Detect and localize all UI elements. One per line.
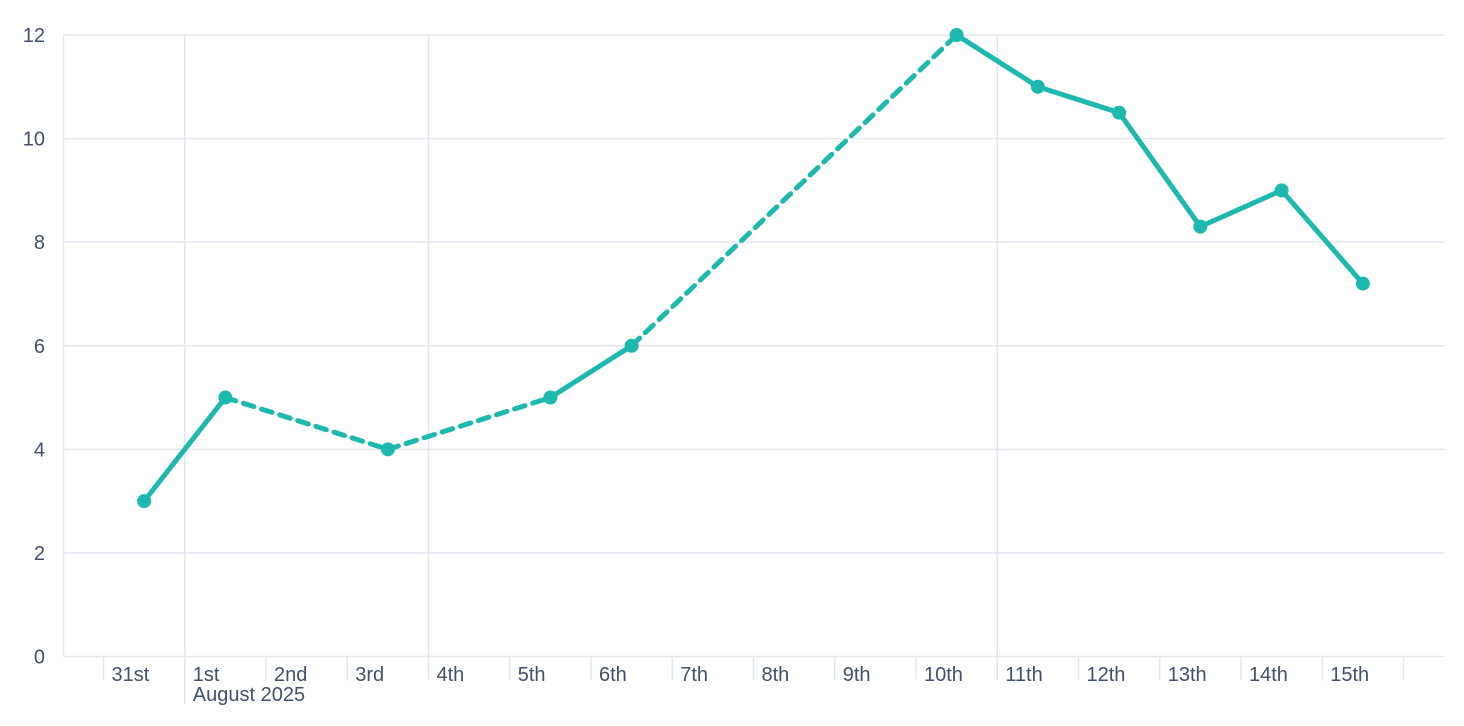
y-tick-label: 12: [23, 25, 45, 47]
data-point-marker[interactable]: [543, 390, 558, 405]
x-tick-label: 9th: [843, 664, 871, 686]
data-point-marker[interactable]: [1193, 219, 1208, 234]
y-tick-label: 6: [34, 336, 45, 358]
x-tick-label: 10th: [924, 664, 963, 686]
data-point-marker[interactable]: [1030, 79, 1045, 94]
data-point-marker[interactable]: [1355, 276, 1370, 291]
series-segment-dashed: [385, 395, 553, 452]
x-tick-label: 11th: [1005, 664, 1042, 686]
x-tick-label: 14th: [1249, 664, 1288, 686]
x-tick-label: 7th: [680, 664, 708, 686]
x-tick-label: 2nd: [274, 664, 307, 686]
x-axis-month-label: August 2025: [193, 684, 305, 706]
series-segment-solid: [1279, 187, 1366, 287]
series-segment-solid: [547, 343, 635, 401]
x-tick-label: 1st: [193, 664, 220, 686]
x-tick-label: 8th: [762, 664, 790, 686]
x-tick-label: 6th: [599, 664, 627, 686]
x-tick-label: 31st: [112, 664, 150, 686]
y-tick-label: 2: [34, 543, 45, 565]
x-tick-label: 5th: [518, 664, 546, 686]
series-segment-solid: [1197, 187, 1285, 230]
x-tick-label: 13th: [1168, 664, 1207, 686]
series-segment-solid: [1116, 110, 1203, 230]
data-point-marker[interactable]: [1274, 183, 1289, 198]
y-tick-label: 8: [34, 232, 45, 254]
x-tick-label: 4th: [437, 664, 465, 686]
series-segment-solid: [954, 32, 1041, 90]
data-point-marker[interactable]: [1112, 105, 1127, 120]
data-point-marker[interactable]: [137, 494, 152, 509]
data-point-marker[interactable]: [949, 28, 964, 42]
series-segment-dashed: [222, 395, 391, 452]
y-tick-label: 10: [23, 129, 45, 151]
y-tick-label: 4: [34, 439, 45, 461]
x-tick-label: 15th: [1330, 664, 1369, 686]
series-segment-dashed: [629, 32, 960, 349]
series-segment-solid: [141, 395, 228, 504]
x-tick-label: 12th: [1087, 664, 1126, 686]
series-segment-solid: [1035, 84, 1122, 116]
data-point-marker[interactable]: [380, 442, 395, 457]
data-point-marker[interactable]: [624, 338, 639, 353]
y-tick-label: 0: [34, 647, 45, 669]
data-point-marker[interactable]: [218, 390, 233, 405]
x-tick-label: 3rd: [355, 664, 384, 686]
